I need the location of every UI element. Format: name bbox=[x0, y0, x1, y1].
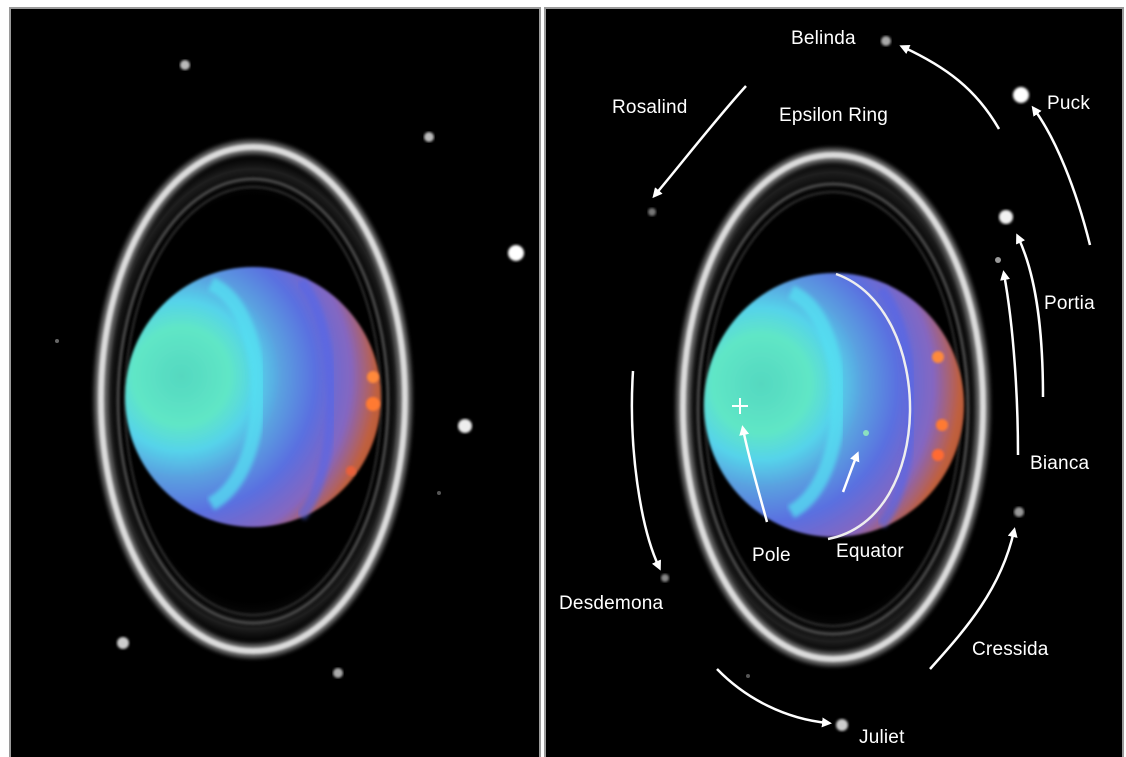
moon bbox=[180, 60, 190, 70]
arrow-rosalind bbox=[652, 85, 747, 199]
label-pole: Pole bbox=[752, 545, 791, 566]
inner-ring bbox=[124, 186, 382, 616]
moon bbox=[746, 674, 750, 678]
arrow-bianca bbox=[1000, 270, 1020, 456]
moon-rosalind bbox=[648, 208, 656, 216]
label-rosalind: Rosalind bbox=[612, 97, 688, 118]
polar-spot bbox=[863, 430, 869, 436]
inner-ring bbox=[696, 182, 970, 636]
orbit-arrows bbox=[630, 44, 1092, 728]
arrow-cressida bbox=[929, 527, 1018, 670]
moon bbox=[424, 132, 434, 142]
arrow-puck bbox=[1031, 105, 1092, 246]
arrow-portia bbox=[1016, 233, 1045, 398]
epsilon-ring bbox=[680, 152, 986, 662]
moon bbox=[508, 245, 524, 261]
bright-cloud bbox=[932, 449, 944, 461]
uranus-image-left-panel bbox=[9, 7, 541, 757]
arrow-desdemona bbox=[630, 370, 661, 571]
bright-cloud bbox=[936, 419, 948, 431]
uranus-right-svg bbox=[630, 36, 1092, 731]
epsilon-ring bbox=[98, 144, 408, 654]
cloud-band bbox=[297, 277, 336, 521]
label-puck: Puck bbox=[1047, 93, 1091, 114]
arrow-rotation bbox=[841, 451, 860, 493]
moon bbox=[458, 419, 472, 433]
moon-juliet bbox=[836, 719, 848, 731]
label-desdemona: Desdemona bbox=[559, 593, 664, 614]
moon bbox=[995, 257, 1001, 263]
moon bbox=[333, 668, 343, 678]
label-epsilon-ring: Epsilon Ring bbox=[779, 105, 889, 126]
moon-portia bbox=[999, 210, 1013, 224]
uranus-left-svg bbox=[55, 60, 524, 678]
label-juliet: Juliet bbox=[859, 727, 905, 748]
inner-ring bbox=[116, 177, 390, 625]
label-cressida: Cressida bbox=[972, 639, 1049, 660]
arrow-pole bbox=[739, 425, 769, 523]
bright-cloud bbox=[367, 371, 379, 383]
moon-desdemona bbox=[661, 574, 669, 582]
cloud-band bbox=[787, 285, 845, 519]
moon bbox=[437, 491, 441, 495]
label-belinda: Belinda bbox=[791, 28, 856, 49]
label-bianca: Bianca bbox=[1030, 453, 1090, 474]
moon-belinda bbox=[881, 36, 891, 46]
arrow-juliet bbox=[716, 668, 832, 728]
moon bbox=[117, 637, 129, 649]
moon-bianca bbox=[1014, 507, 1024, 517]
label-portia: Portia bbox=[1044, 293, 1095, 314]
moon bbox=[55, 339, 59, 343]
bright-cloud bbox=[366, 397, 380, 411]
moon-puck bbox=[1013, 87, 1029, 103]
pole-marker-icon bbox=[732, 398, 748, 414]
bright-cloud bbox=[932, 351, 944, 363]
equator-line bbox=[827, 272, 912, 541]
uranus-image-right-panel: Belinda Puck Rosalind Epsilon Ring Porti… bbox=[544, 7, 1124, 757]
label-equator: Equator bbox=[836, 541, 904, 562]
cloud-band bbox=[207, 277, 265, 511]
arrow-belinda bbox=[899, 44, 1001, 130]
bright-cloud bbox=[346, 466, 356, 476]
